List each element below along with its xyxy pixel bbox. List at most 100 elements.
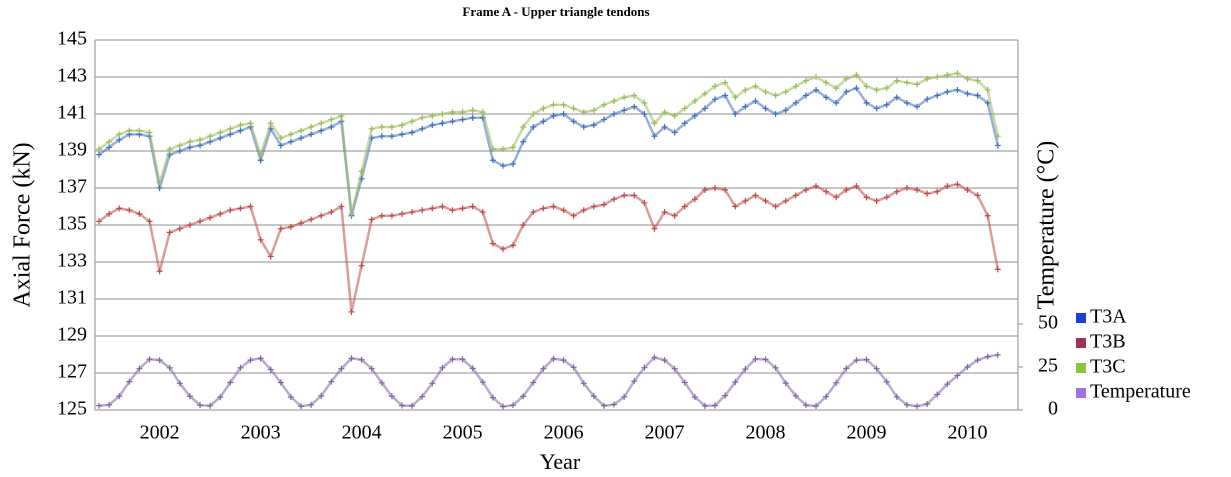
data-point [449, 118, 456, 125]
data-point [833, 194, 840, 201]
data-point [459, 356, 466, 363]
data-point [863, 83, 870, 90]
data-point [691, 112, 698, 119]
data-point [449, 207, 456, 214]
data-point [661, 357, 668, 364]
data-point [197, 136, 204, 143]
data-point [752, 192, 759, 199]
data-point [560, 207, 567, 214]
data-point [217, 135, 224, 142]
data-point [600, 101, 607, 108]
data-point [712, 402, 719, 409]
series-trace [98, 182, 1000, 313]
data-point [237, 127, 244, 134]
data-point [439, 111, 446, 117]
data-point [409, 129, 416, 136]
data-point [924, 75, 931, 82]
data-point [813, 183, 820, 190]
data-point [661, 209, 668, 216]
data-point [823, 188, 830, 195]
data-point [873, 86, 880, 93]
data-point [994, 133, 1001, 140]
data-point [772, 111, 779, 117]
data-point [863, 99, 870, 106]
y2-axis-label: Temperature (°C) [1034, 141, 1060, 310]
data-point [156, 185, 163, 191]
data-point [540, 105, 547, 112]
data-point [792, 392, 799, 399]
data-point [318, 127, 325, 134]
data-point [166, 364, 173, 371]
data-point [722, 186, 729, 193]
data-point [96, 146, 103, 153]
data-point [722, 92, 729, 99]
data-point [368, 365, 375, 372]
data-point [429, 380, 436, 387]
data-point [570, 364, 577, 371]
x-tick-label: 2010 [948, 422, 988, 444]
data-point [409, 209, 416, 216]
data-point [449, 356, 456, 363]
data-point [944, 88, 951, 95]
data-point [186, 222, 193, 228]
y2-tick-label: 0 [1048, 398, 1058, 420]
data-point [681, 203, 688, 210]
data-point [651, 133, 658, 140]
legend-swatch [1076, 388, 1086, 398]
data-point [348, 355, 355, 362]
data-point [520, 393, 527, 400]
data-point [954, 86, 961, 93]
data-point [600, 402, 607, 409]
data-point [439, 364, 446, 371]
data-point [873, 197, 880, 204]
legend-label: T3A [1090, 306, 1127, 328]
series-trace [98, 86, 1000, 217]
data-point [691, 394, 698, 401]
data-point [419, 125, 426, 132]
data-point [994, 351, 1001, 358]
data-point [197, 402, 204, 409]
data-point [338, 112, 345, 119]
y-tick-label: 131 [57, 287, 87, 309]
data-point [893, 393, 900, 400]
data-point [469, 203, 476, 210]
data-point [429, 122, 436, 129]
y2-tick-label: 50 [1038, 312, 1058, 334]
data-point [954, 181, 961, 188]
data-point [207, 133, 214, 140]
y-tick-label: 127 [57, 361, 87, 383]
data-point [510, 242, 517, 249]
data-point [489, 240, 496, 247]
data-point [388, 393, 395, 400]
data-point [257, 355, 264, 362]
data-point [429, 205, 436, 212]
data-point [116, 393, 123, 400]
data-point [308, 401, 315, 408]
data-point [116, 131, 123, 138]
data-point [348, 210, 355, 217]
data-point [661, 123, 668, 130]
data-point [853, 357, 860, 364]
data-point [298, 403, 305, 410]
data-point [590, 393, 597, 400]
data-point [388, 133, 395, 140]
data-point [530, 209, 537, 216]
data-point [570, 105, 577, 112]
data-point [934, 74, 941, 80]
data-point [358, 262, 365, 269]
y-tick-label: 143 [57, 65, 87, 87]
data-point [429, 112, 436, 119]
data-point [883, 378, 890, 385]
data-point [207, 138, 214, 145]
data-point [974, 77, 981, 84]
data-point [883, 85, 890, 92]
data-point [116, 205, 123, 212]
data-point [651, 120, 658, 127]
data-point [813, 74, 820, 80]
data-point [308, 123, 315, 130]
data-point [176, 148, 183, 154]
x-tick-label: 2002 [140, 422, 180, 444]
data-point [388, 212, 395, 219]
data-point [530, 123, 537, 130]
data-point [136, 127, 143, 134]
